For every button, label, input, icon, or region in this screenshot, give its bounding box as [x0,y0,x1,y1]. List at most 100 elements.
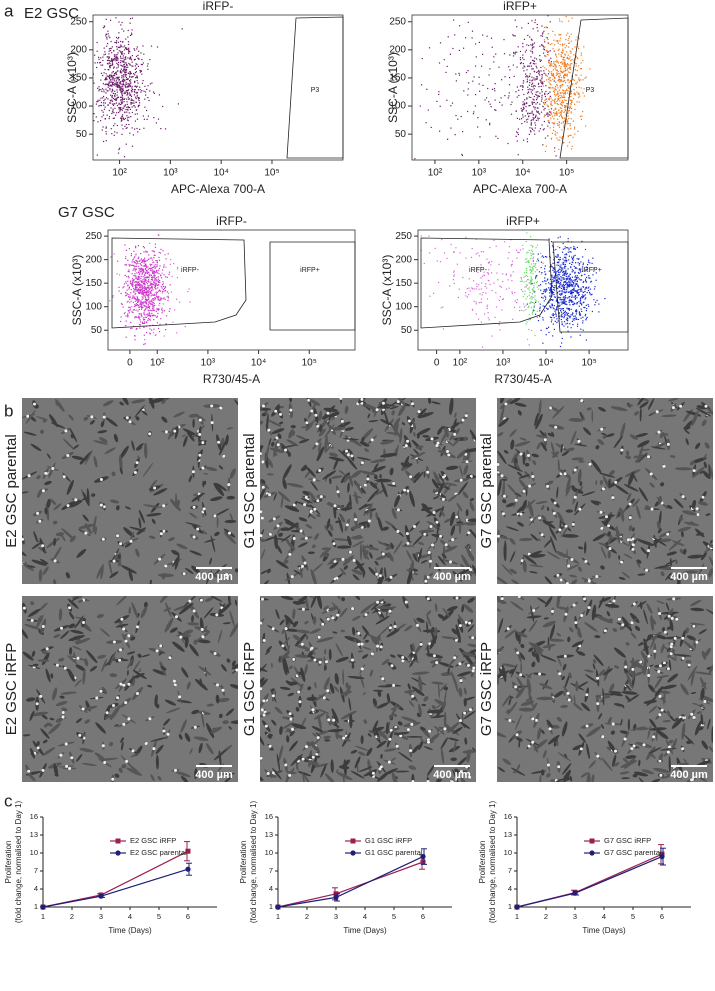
event-dot [455,80,457,82]
x-tick-label: 10⁵ [264,168,279,179]
event-dot [533,291,535,293]
y-tick-label: 250 [85,231,102,242]
cell [423,471,426,478]
event-dot [574,248,576,251]
event-dot [157,118,160,120]
event-dot [512,55,515,57]
event-dot [148,276,150,278]
event-dot [542,32,544,34]
event-dot [568,118,570,120]
event-dot [136,127,138,130]
event-dot [99,99,101,101]
event-dot [559,315,561,317]
event-dot [462,131,464,133]
event-dot [145,94,147,96]
event-dot [562,298,564,300]
event-dot [152,298,154,300]
event-dot [576,246,578,249]
event-dot [138,97,140,99]
event-dot [544,114,546,116]
event-dot [558,261,560,263]
event-dot [114,94,116,97]
x-tick-label: 10⁵ [302,358,317,369]
event-dot [495,135,497,137]
event-dot [527,278,529,281]
event-dot [575,65,577,67]
event-dot [543,52,545,54]
event-dot [578,264,580,266]
event-dot [119,274,121,276]
event-dot [553,280,555,282]
event-dot [536,107,538,109]
event-dot [116,104,119,107]
event-dot [522,80,525,82]
event-dot [562,61,564,63]
event-dot [539,306,541,308]
event-dot [167,299,169,301]
event-dot [543,109,545,111]
event-dot [585,304,587,306]
event-dot [522,82,524,84]
event-dot [146,266,148,268]
event-dot [535,93,537,96]
event-dot [138,270,140,272]
event-dot [141,261,143,263]
event-dot [544,289,546,291]
cell [380,481,388,498]
event-cloud [93,17,183,158]
event-dot [550,112,552,114]
event-dot [152,314,154,317]
event-dot [531,250,534,252]
event-dot [540,252,542,254]
event-dot [143,259,145,261]
event-dot [546,50,548,52]
event-dot [547,135,549,137]
event-dot [576,302,578,304]
event-dot [143,293,145,295]
event-dot [556,132,558,134]
event-dot [122,90,124,92]
event-dot [530,258,532,260]
event-dot [136,118,139,120]
event-dot [557,99,559,101]
event-dot [439,42,442,44]
event-dot [488,273,490,275]
event-dot [544,271,546,273]
event-dot [144,277,146,279]
event-dot [563,277,565,279]
event-dot [582,316,584,318]
event-dot [556,261,558,263]
cell-halo [354,518,358,521]
cell [422,434,430,438]
event-dot [555,255,557,258]
event-dot [555,69,557,71]
event-dot [110,102,112,104]
event-dot [551,63,553,65]
cell [416,427,431,436]
event-dot [124,274,126,276]
event-dot [566,282,568,285]
event-dot [520,278,523,280]
gate-label: P3 [586,87,595,94]
event-dot [155,282,157,284]
event-dot [580,62,582,64]
event-dot [144,286,146,288]
event-dot [532,290,534,292]
x-tick-label: 10⁵ [559,168,574,179]
event-dot [131,85,133,87]
event-dot [523,272,526,274]
event-dot [544,295,546,297]
event-dot [113,59,115,61]
event-dot [538,69,540,72]
event-dot [447,36,449,38]
event-dot [125,86,127,89]
event-dot [141,281,143,283]
event-dot [568,309,570,311]
event-dot [121,133,123,135]
event-dot [116,94,118,96]
event-dot [567,102,569,105]
event-dot [525,323,527,325]
event-dot [498,324,500,326]
event-dot [124,244,126,246]
event-dot [102,74,104,77]
